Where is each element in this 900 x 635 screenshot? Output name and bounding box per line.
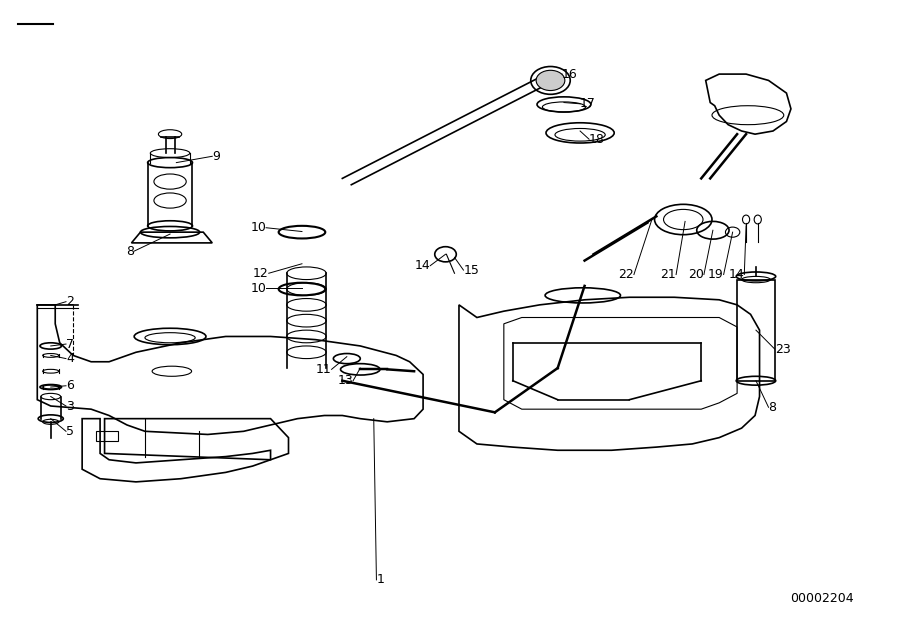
Text: 7: 7 <box>66 338 74 351</box>
Text: 20: 20 <box>688 268 704 281</box>
Text: 14: 14 <box>728 268 744 281</box>
Text: 10: 10 <box>250 221 266 234</box>
Text: 8: 8 <box>126 244 134 258</box>
Text: 4: 4 <box>66 352 74 365</box>
Text: 3: 3 <box>66 399 74 413</box>
Text: 8: 8 <box>769 401 777 414</box>
Bar <box>95 431 118 441</box>
Text: 17: 17 <box>580 97 596 110</box>
Text: 00002204: 00002204 <box>790 592 854 605</box>
Bar <box>737 279 775 381</box>
Text: 9: 9 <box>212 150 220 163</box>
Text: 15: 15 <box>464 264 480 277</box>
Text: 19: 19 <box>708 268 724 281</box>
Circle shape <box>536 70 565 91</box>
Text: 16: 16 <box>562 67 578 81</box>
Text: 5: 5 <box>66 425 74 438</box>
Text: 11: 11 <box>316 363 331 376</box>
Text: 14: 14 <box>415 259 430 272</box>
Text: 18: 18 <box>590 133 605 145</box>
Text: 12: 12 <box>253 267 269 280</box>
Text: 23: 23 <box>775 343 790 356</box>
Text: 1: 1 <box>376 573 384 586</box>
Text: 2: 2 <box>66 295 74 308</box>
Text: 10: 10 <box>250 282 266 295</box>
Text: 21: 21 <box>661 268 676 281</box>
Text: 13: 13 <box>338 374 353 387</box>
Text: 22: 22 <box>618 268 634 281</box>
Text: 6: 6 <box>66 379 74 392</box>
